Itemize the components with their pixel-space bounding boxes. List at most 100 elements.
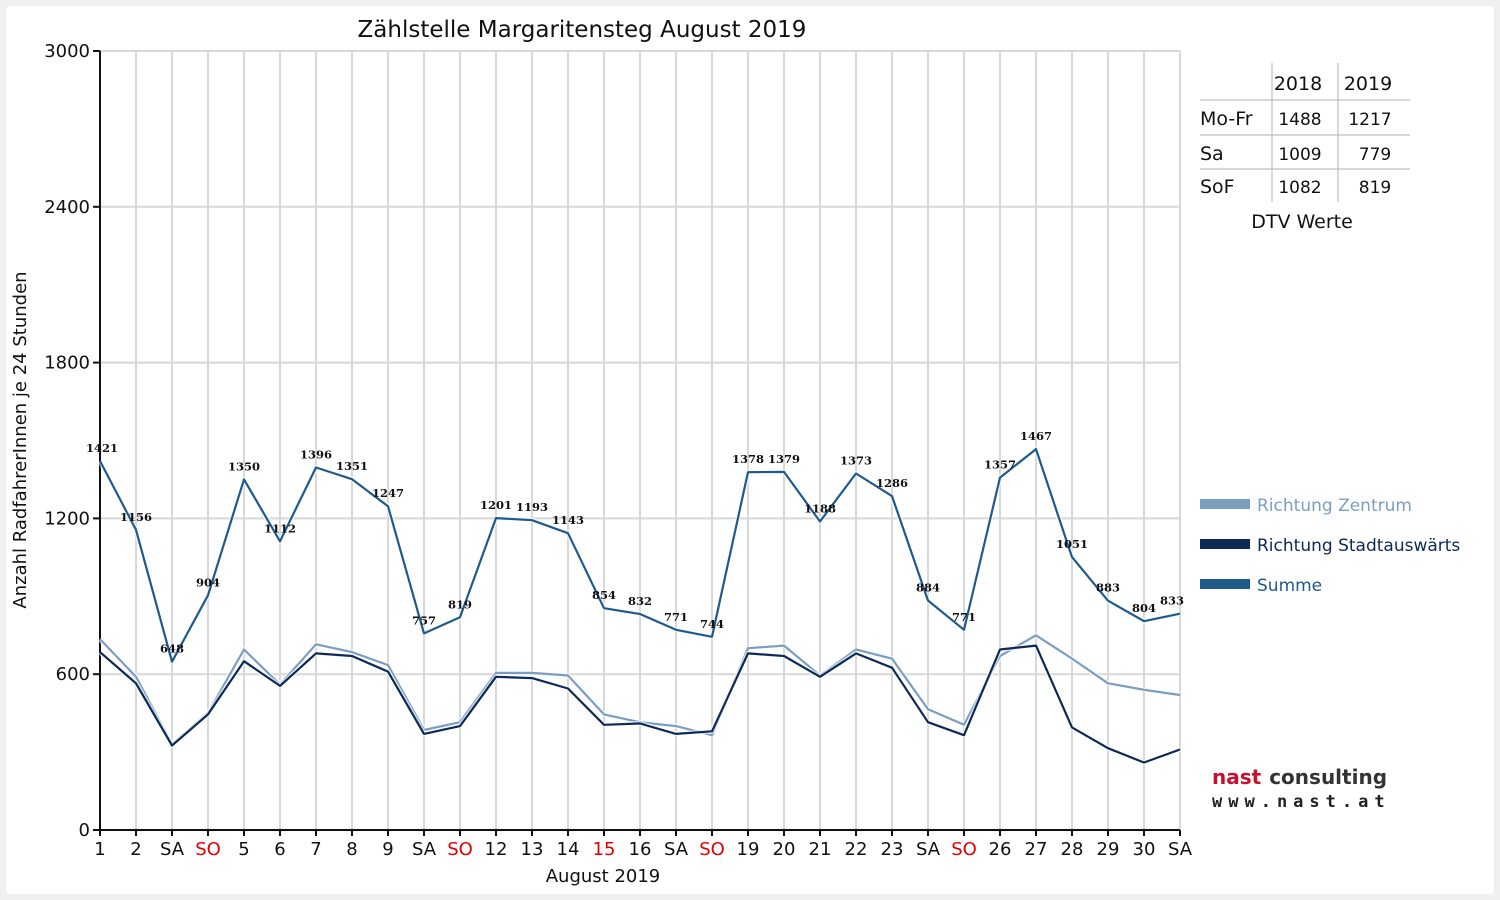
x-tick-label: 30 — [1133, 839, 1156, 860]
x-tick-label: 20 — [773, 839, 796, 860]
x-tick-label: 12 — [485, 839, 508, 860]
data-labels: 1421 1156 648 904 1350 1112 1396 1351 1247 757 819… — [86, 429, 1184, 656]
data-label: 1112 — [264, 521, 296, 535]
x-tick-label: 5 — [238, 839, 249, 860]
x-tick-label: 27 — [1025, 839, 1048, 860]
data-label: 1188 — [804, 502, 836, 516]
x-tick-label: 14 — [557, 839, 580, 860]
logo-name-part1: nast — [1212, 765, 1262, 789]
y-tick-label: 2400 — [44, 197, 90, 218]
nast-consulting-logo: nast consulting www.nast.at — [1200, 750, 1443, 825]
x-tick-label: 22 — [845, 839, 868, 860]
x-tick-label: SA — [1168, 839, 1193, 860]
x-tick-label: 1 — [94, 839, 105, 860]
data-label: 1051 — [1056, 537, 1088, 551]
x-tick-label: 13 — [521, 839, 544, 860]
chart-svg: Zählstelle Margaritensteg August 2019 0 6… — [10, 17, 1460, 887]
logo-box — [1200, 750, 1443, 825]
x-tick-label: 19 — [737, 839, 760, 860]
legend-label: Summe — [1257, 576, 1322, 596]
data-label: 1143 — [552, 513, 584, 527]
x-tick-label: 7 — [310, 839, 321, 860]
data-label: 819 — [448, 597, 472, 611]
logo-name-part2: consulting — [1269, 765, 1387, 789]
dtv-cell: 1217 — [1348, 110, 1391, 130]
y-tick-label: 1800 — [44, 353, 90, 374]
chart-frame: Zählstelle Margaritensteg August 2019 0 6… — [6, 6, 1494, 894]
x-tick-label: SA — [664, 839, 689, 860]
y-tick-label: 0 — [79, 820, 90, 841]
x-tick-label: 26 — [989, 839, 1012, 860]
x-tick-label: 9 — [382, 839, 393, 860]
logo-name: nast consulting — [1212, 765, 1387, 789]
x-tick-label: SA — [160, 839, 185, 860]
x-tick-label: 6 — [274, 839, 285, 860]
y-tick-label: 600 — [56, 664, 90, 685]
series-line-summe — [99, 448, 1181, 663]
data-label: 1350 — [228, 459, 260, 473]
data-label: 833 — [1160, 594, 1184, 608]
data-label: 1156 — [120, 510, 152, 524]
dtv-row-label: Sa — [1200, 143, 1224, 165]
dtv-row-label: SoF — [1200, 176, 1235, 198]
x-tick-label: SO — [195, 839, 221, 860]
data-label: 884 — [916, 580, 940, 594]
dtv-cell: 1009 — [1278, 145, 1321, 165]
axes — [94, 51, 1180, 831]
x-tick-label: 16 — [629, 839, 652, 860]
data-label: 832 — [628, 594, 652, 608]
data-label: 1396 — [300, 448, 332, 462]
x-tick-label: 8 — [346, 839, 357, 860]
dtv-row-label: Mo-Fr — [1200, 108, 1253, 130]
grid-lines — [100, 50, 1181, 830]
data-label: 1351 — [336, 459, 368, 473]
dtv-caption: DTV Werte — [1251, 211, 1353, 233]
legend: Richtung Zentrum Richtung Stadtauswärts Su… — [1200, 496, 1460, 596]
x-tick-label: 23 — [881, 839, 904, 860]
data-label: 904 — [196, 575, 220, 589]
data-label: 1286 — [876, 476, 908, 490]
x-tick-label: 21 — [809, 839, 832, 860]
x-tick-label: 28 — [1061, 839, 1084, 860]
legend-swatch — [1200, 499, 1250, 509]
x-tick-label: SA — [412, 839, 437, 860]
x-tick-label: 15 — [593, 839, 616, 860]
dtv-col-2019: 2019 — [1344, 73, 1392, 95]
dtv-cell: 819 — [1359, 178, 1391, 198]
data-label: 1467 — [1020, 429, 1052, 443]
dtv-cell: 1488 — [1278, 110, 1321, 130]
dtv-table: 2018 2019 Mo-Fr 1488 1217 Sa 1009 779 So… — [1200, 63, 1410, 233]
data-label: 744 — [700, 617, 724, 631]
series-lines — [97, 446, 1181, 765]
data-label: 883 — [1096, 581, 1120, 595]
legend-swatch — [1200, 539, 1250, 549]
data-label: 1247 — [372, 486, 404, 500]
data-label: 1373 — [840, 453, 872, 467]
dtv-col-2018: 2018 — [1274, 73, 1322, 95]
data-label: 1201 — [480, 498, 512, 512]
x-axis-label: August 2019 — [546, 866, 661, 887]
y-tick-label: 3000 — [44, 41, 90, 62]
legend-swatch — [1200, 579, 1250, 589]
data-label: 1421 — [86, 441, 118, 455]
data-label: 804 — [1132, 601, 1156, 615]
series-line-stadtauswaerts — [99, 644, 1181, 764]
legend-label: Richtung Stadtauswärts — [1257, 536, 1460, 556]
y-axis-label: Anzahl RadfahrerInnen je 24 Stunden — [10, 271, 31, 608]
data-label: 648 — [160, 642, 184, 656]
y-tick-labels: 0 600 1200 1800 2400 3000 — [44, 41, 100, 841]
data-label: 771 — [952, 610, 976, 624]
x-tick-labels: 1 2 SA SO 5 6 7 8 9 SA SO 12 13 14 15 16 SA SO 19 20 21 22 23 S… — [94, 830, 1193, 860]
data-label: 1357 — [984, 458, 1016, 472]
y-tick-label: 1200 — [44, 508, 90, 529]
x-tick-label: SO — [951, 839, 977, 860]
logo-url: www.nast.at — [1212, 792, 1391, 812]
x-tick-label: 2 — [130, 839, 141, 860]
x-tick-label: SA — [916, 839, 941, 860]
data-label: 1379 — [768, 452, 800, 466]
data-label: 854 — [592, 588, 616, 602]
dtv-cell: 1082 — [1278, 178, 1321, 198]
data-label: 1378 — [732, 452, 764, 466]
data-label: 1193 — [516, 500, 548, 514]
data-label: 757 — [412, 613, 436, 627]
